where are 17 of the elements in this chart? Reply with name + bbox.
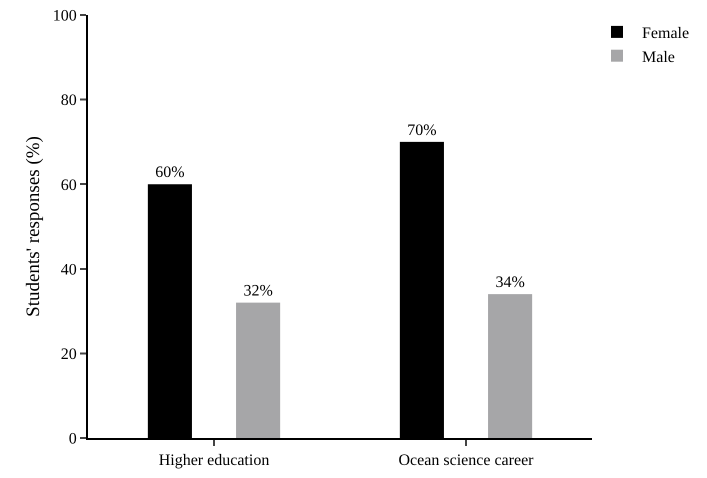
y-axis-title: Students' responses (%) xyxy=(23,136,44,317)
data-label: 60% xyxy=(155,164,185,182)
y-tick-label: 40 xyxy=(60,261,77,278)
x-tick-label: Higher education xyxy=(158,452,270,470)
data-label: 34% xyxy=(495,274,525,292)
legend-label: Male xyxy=(642,48,675,66)
data-label: 70% xyxy=(407,122,437,139)
data-label: 32% xyxy=(243,282,273,300)
y-tick-label: 100 xyxy=(52,8,77,25)
y-tick-label: 20 xyxy=(60,346,77,363)
legend-label: Female xyxy=(642,25,690,42)
bar xyxy=(236,302,280,438)
y-tick-label: 80 xyxy=(60,92,77,110)
x-tick-label: Ocean science career xyxy=(398,452,534,470)
y-tick-label: 0 xyxy=(68,430,77,448)
bar xyxy=(488,294,532,438)
y-tick-label: 60 xyxy=(60,176,77,194)
